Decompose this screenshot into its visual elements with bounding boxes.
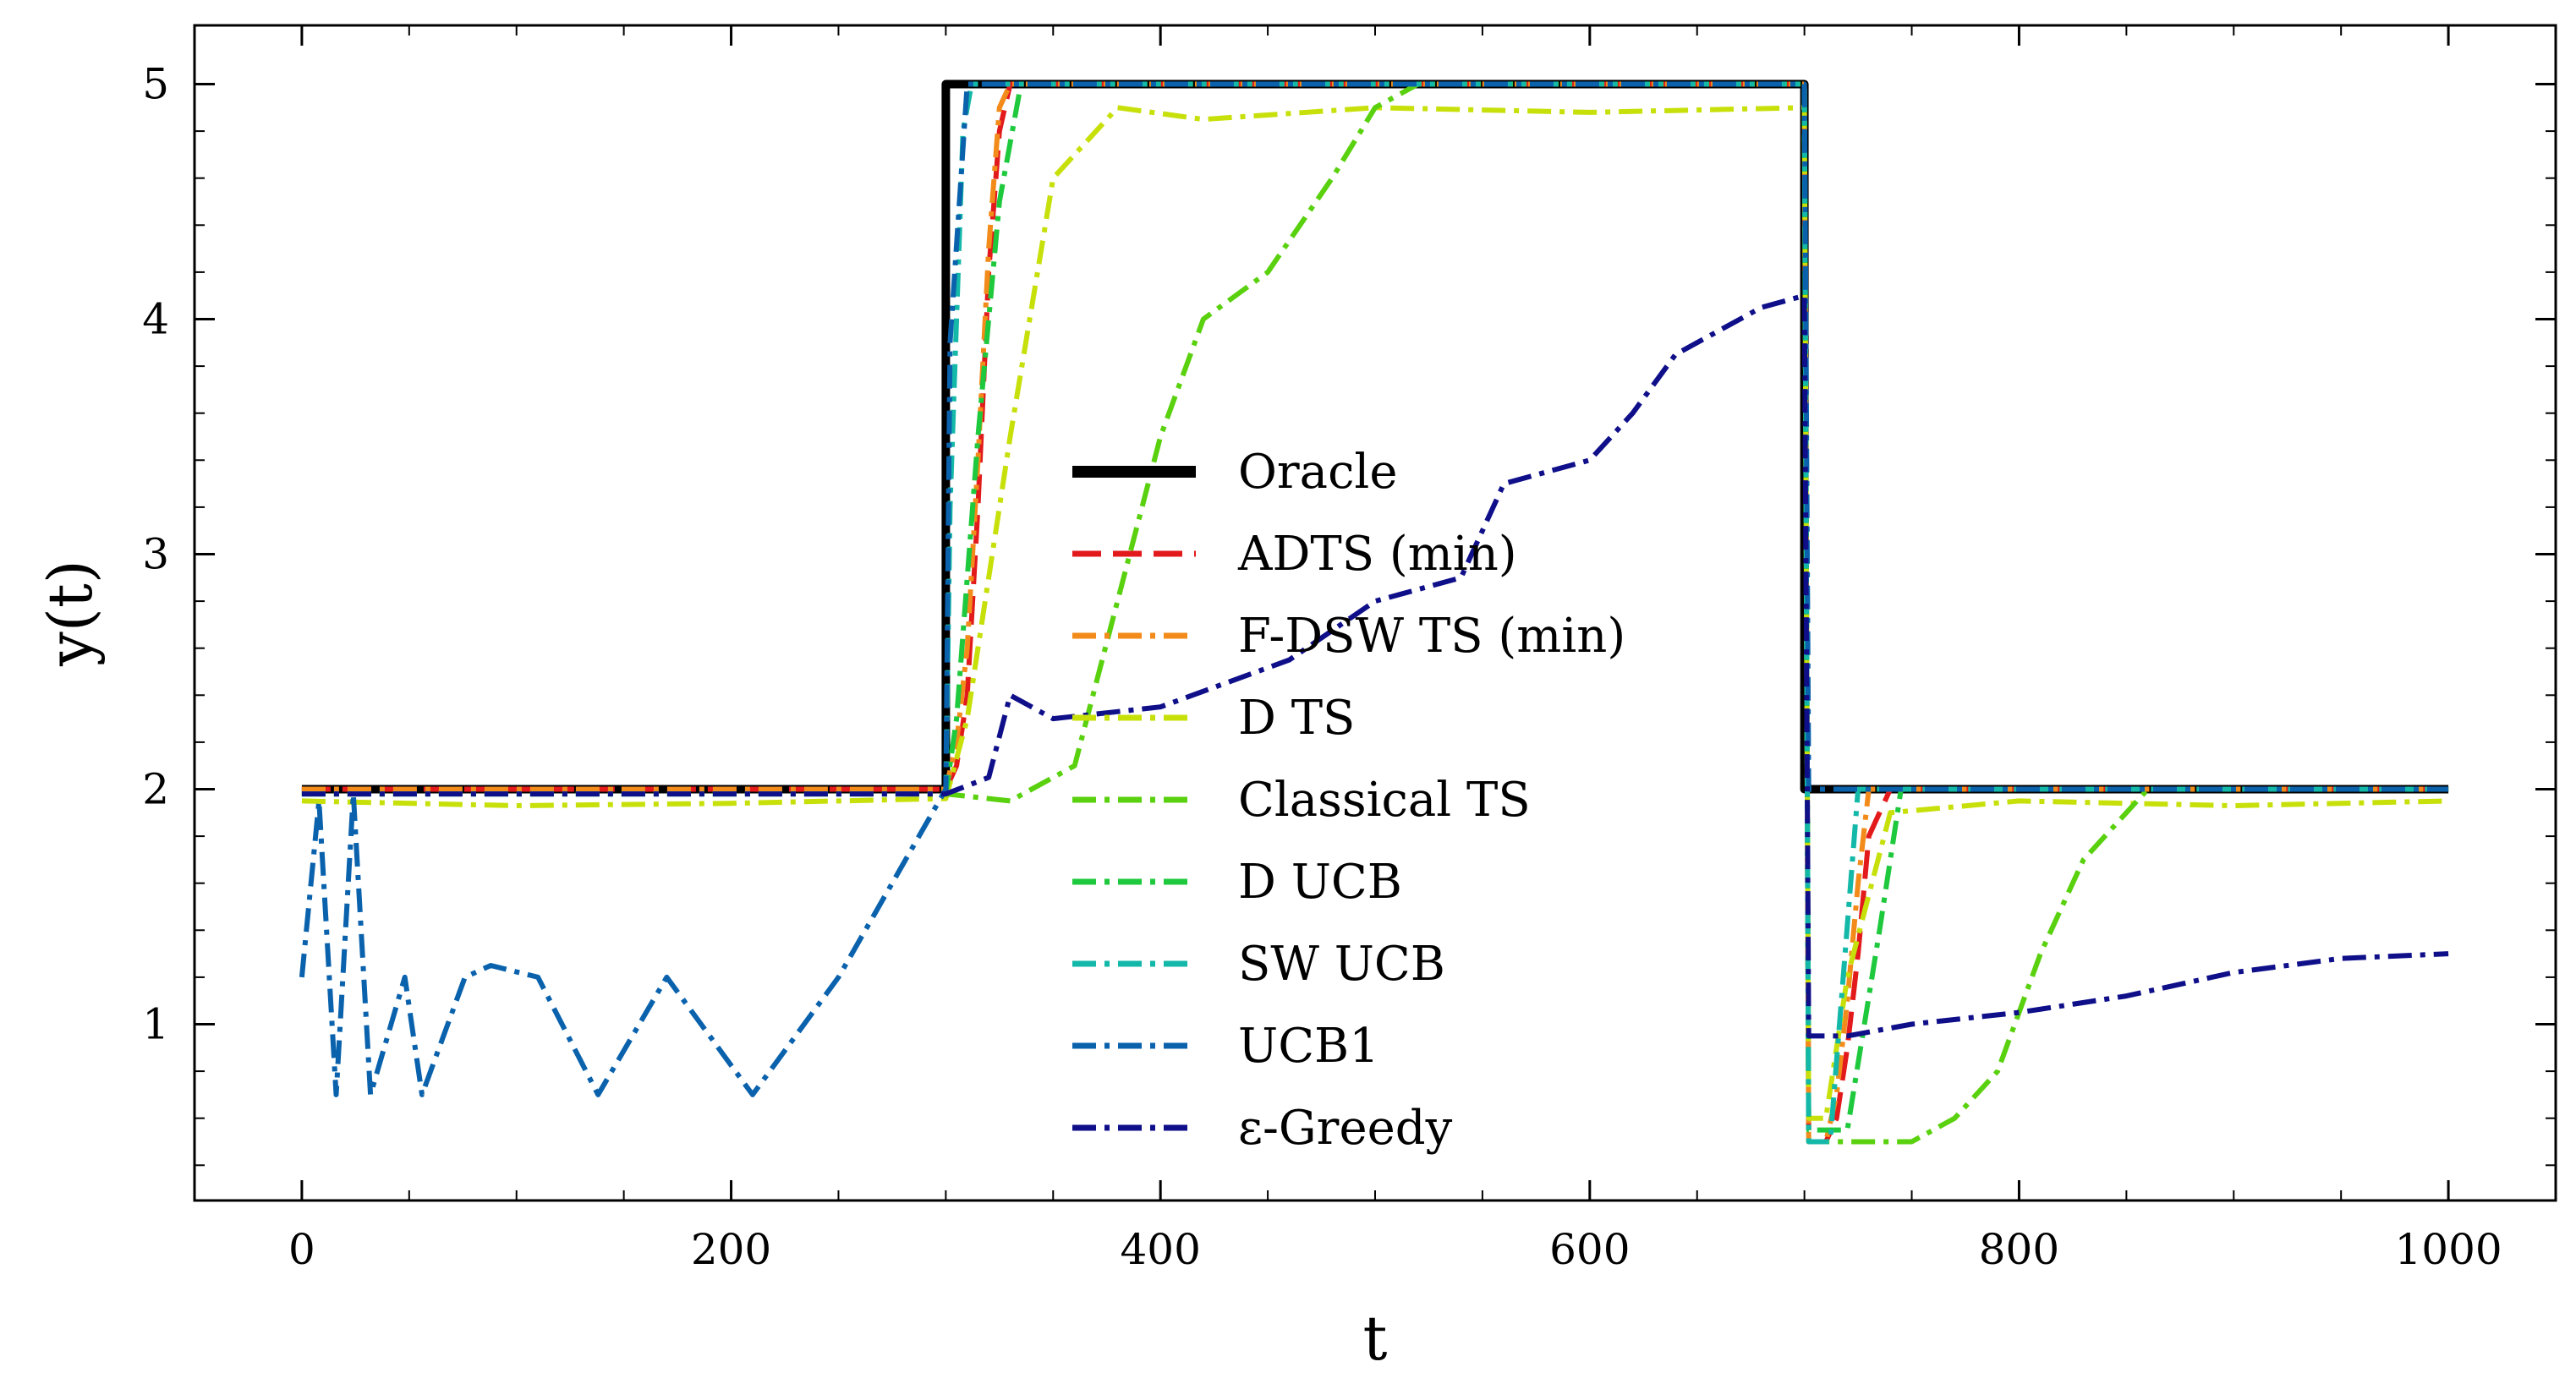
legend-label: SW UCB — [1238, 937, 1445, 992]
legend-label: D UCB — [1238, 855, 1402, 910]
x-tick-label: 0 — [288, 1225, 315, 1274]
x-tick-label: 400 — [1120, 1225, 1200, 1274]
legend-label: Classical TS — [1238, 773, 1531, 828]
series-line-8 — [301, 293, 2449, 1039]
y-tick-label: 1 — [142, 1000, 169, 1049]
y-axis-label: y(t) — [35, 560, 106, 667]
legend-label: ADTS (min) — [1237, 527, 1517, 582]
x-tick-label: 200 — [691, 1225, 771, 1274]
legend-label: ε-Greedy — [1238, 1101, 1453, 1156]
y-tick-label: 2 — [142, 765, 169, 814]
legend-label: UCB1 — [1238, 1019, 1379, 1074]
y-tick-label: 4 — [142, 295, 169, 344]
y-tick-label: 5 — [142, 60, 169, 109]
legend: Oracle ADTS (min) F-DSW TS (min) D TS Classi… — [1072, 445, 1625, 1156]
legend-label: F-DSW TS (min) — [1238, 609, 1625, 664]
series-line-7 — [299, 81, 2449, 1097]
x-tick-label: 1000 — [2394, 1225, 2502, 1274]
series-line-3 — [301, 105, 2449, 1121]
x-tick-label: 800 — [1979, 1225, 2059, 1274]
x-axis-label: t — [1363, 1303, 1388, 1374]
y-tick-label: 3 — [142, 530, 169, 579]
legend-label: D TS — [1238, 691, 1355, 746]
x-tick-label: 600 — [1549, 1225, 1630, 1274]
series-layer — [299, 79, 2449, 1145]
tick-layer: 0 200 400 600 800 1000 1 2 3 4 5 — [142, 25, 2556, 1274]
legend-label: Oracle — [1238, 445, 1397, 500]
series-line-0 — [301, 79, 2449, 794]
